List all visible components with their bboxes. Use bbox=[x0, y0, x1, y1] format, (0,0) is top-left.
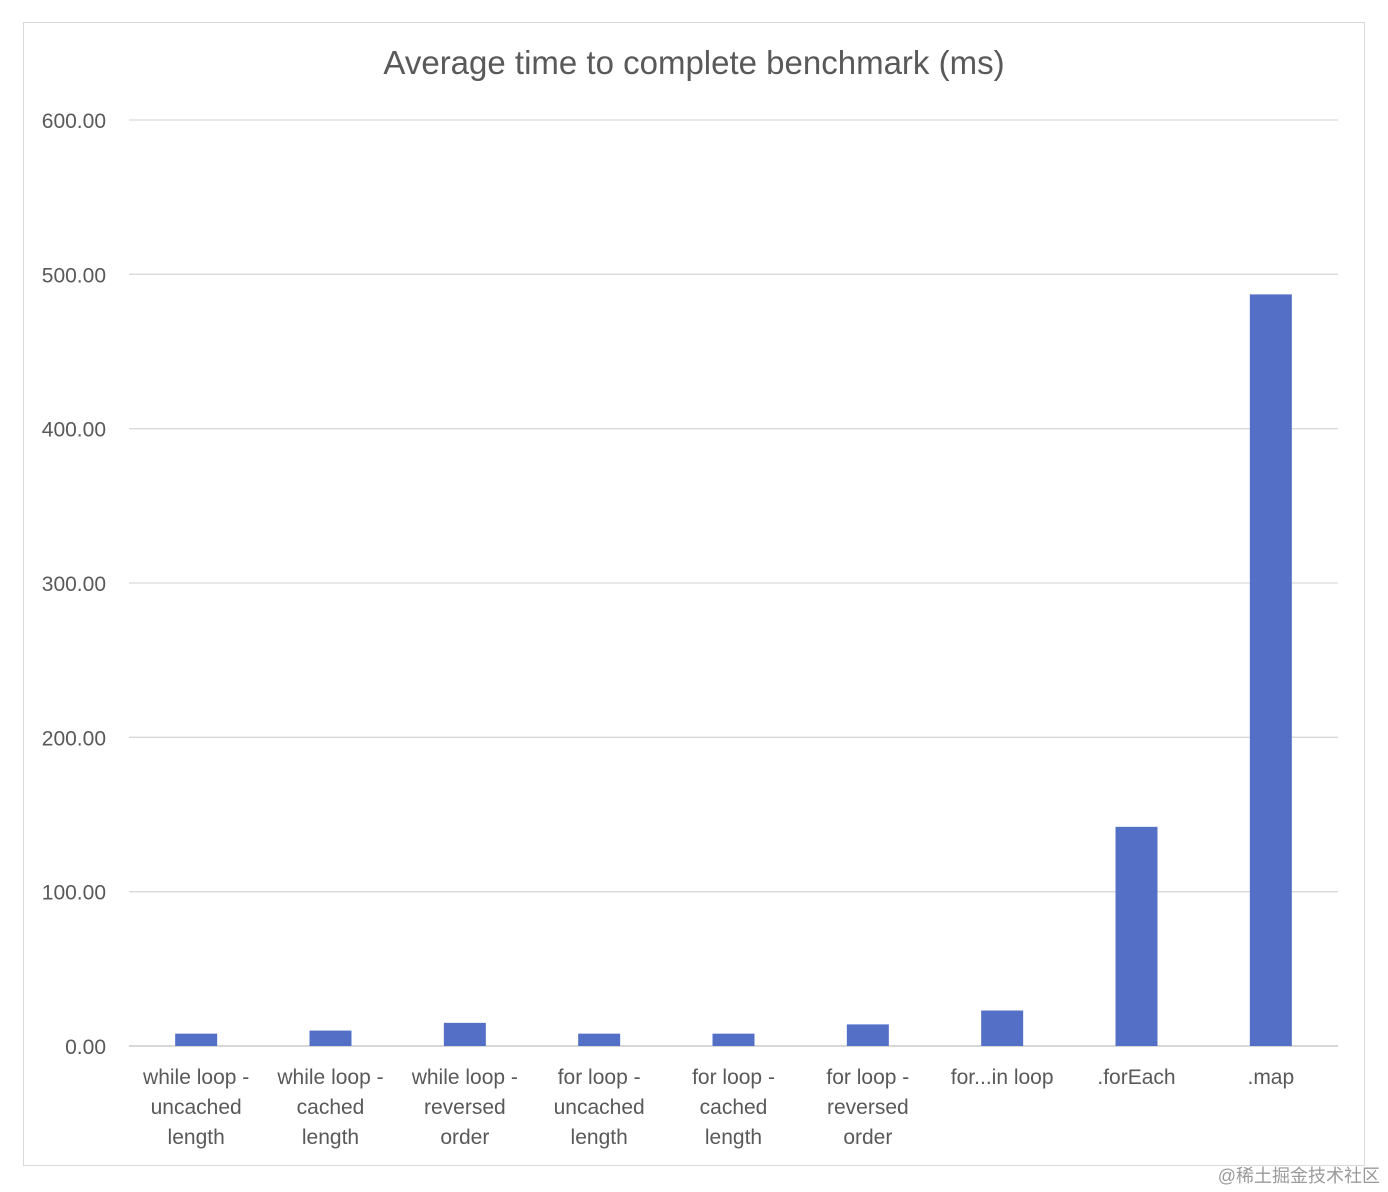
x-tick-label: for loop - bbox=[826, 1066, 909, 1089]
x-axis-labels: while loop - uncached length while loop - ca… bbox=[142, 1066, 1294, 1149]
x-tick-label: while loop - bbox=[411, 1066, 518, 1089]
bars bbox=[175, 294, 1292, 1046]
x-tick-label: cached bbox=[700, 1096, 768, 1119]
x-tick-label: .forEach bbox=[1097, 1066, 1175, 1089]
y-tick-label: 300.00 bbox=[42, 573, 106, 596]
bar bbox=[712, 1033, 755, 1046]
bar bbox=[443, 1022, 486, 1046]
x-tick-label: length bbox=[302, 1126, 359, 1149]
x-tick-label: while loop - bbox=[142, 1066, 249, 1089]
x-tick-label: order bbox=[843, 1126, 892, 1149]
x-tick-label: length bbox=[571, 1126, 628, 1149]
x-tick-label: uncached bbox=[151, 1096, 242, 1119]
x-tick-label: .map bbox=[1247, 1066, 1294, 1089]
x-tick-label: uncached bbox=[554, 1096, 645, 1119]
y-tick-label: 0.00 bbox=[65, 1036, 106, 1059]
y-tick-label: 500.00 bbox=[42, 264, 106, 287]
bar bbox=[309, 1030, 352, 1046]
bar bbox=[578, 1033, 621, 1046]
x-tick-label: reversed bbox=[424, 1096, 506, 1119]
bar bbox=[981, 1010, 1024, 1046]
x-tick-label: length bbox=[168, 1126, 225, 1149]
y-tick-label: 200.00 bbox=[42, 727, 106, 750]
bar bbox=[1115, 826, 1158, 1046]
y-tick-label: 100.00 bbox=[42, 882, 106, 905]
x-tick-label: for loop - bbox=[558, 1066, 641, 1089]
bar bbox=[175, 1033, 218, 1046]
gridlines bbox=[129, 119, 1338, 1047]
watermark: @稀土掘金技术社区 bbox=[1217, 1166, 1380, 1186]
bar bbox=[846, 1024, 889, 1046]
chart-title: Average time to complete benchmark (ms) bbox=[383, 44, 1005, 81]
y-tick-label: 400.00 bbox=[42, 419, 106, 442]
bar bbox=[1249, 294, 1292, 1046]
x-tick-label: order bbox=[440, 1126, 489, 1149]
x-tick-label: length bbox=[705, 1126, 762, 1149]
x-tick-label: cached bbox=[297, 1096, 365, 1119]
x-tick-label: reversed bbox=[827, 1096, 909, 1119]
y-axis-ticks: 0.00 100.00 200.00 300.00 400.00 500.00 600.00 bbox=[42, 110, 106, 1059]
x-tick-label: for...in loop bbox=[951, 1066, 1054, 1089]
y-tick-label: 600.00 bbox=[42, 110, 106, 133]
x-tick-label: for loop - bbox=[692, 1066, 775, 1089]
x-tick-label: while loop - bbox=[276, 1066, 383, 1089]
